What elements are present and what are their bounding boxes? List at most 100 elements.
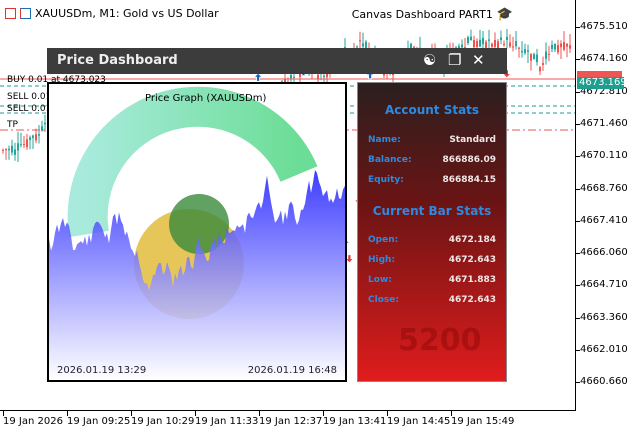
candle-body [44, 122, 46, 125]
candle-body [551, 44, 553, 50]
candle-body [23, 143, 25, 145]
candle-body [542, 63, 544, 65]
time-tick-label: 19 Jan 2026 [3, 411, 63, 427]
candle-body [557, 45, 559, 53]
candle-body [563, 42, 565, 50]
price-tick-label: 4660.660 [576, 376, 628, 388]
time-tick-label: 19 Jan 13:41 [323, 411, 387, 427]
candle-body [410, 43, 412, 50]
graph-start-time: 2026.01.19 13:29 [57, 365, 147, 376]
candle-body [545, 51, 547, 59]
candle-body [482, 37, 484, 45]
close-value: 4672.643 [448, 295, 496, 305]
time-tick-label: 19 Jan 09:25 [67, 411, 131, 427]
candle-body [32, 135, 34, 138]
candle-body [509, 42, 511, 47]
close-label: Close: [368, 295, 399, 305]
candle-body [293, 76, 295, 78]
candle-body [356, 46, 358, 48]
time-tick-label: 19 Jan 10:29 [131, 411, 195, 427]
indicator-name: Canvas Dashboard PART1 [351, 8, 493, 21]
theme-toggle-icon[interactable]: ☯ [423, 51, 437, 69]
candle-body [365, 41, 367, 50]
price-graph-area [49, 86, 345, 380]
candle-body [2, 149, 4, 151]
candle-body [530, 53, 532, 61]
candle-body [506, 36, 508, 40]
balance-label: Balance: [368, 155, 412, 165]
candle-body [5, 149, 7, 151]
candle-body [284, 78, 286, 84]
candle-body [470, 36, 472, 41]
candle-body [497, 41, 499, 49]
chart-title: XAUUSDm, M1: Gold vs US Dollar [5, 7, 219, 20]
candle-body [548, 53, 550, 55]
candle-body [536, 54, 538, 63]
high-value: 4672.643 [448, 255, 496, 265]
candle-body [41, 126, 43, 131]
candle-body [299, 73, 301, 77]
candle-body [326, 72, 328, 78]
candle-body [485, 41, 487, 49]
candle-body [527, 50, 529, 52]
candle-body [464, 47, 466, 49]
candle-body [521, 50, 523, 53]
candle-body [8, 148, 10, 151]
candle-body [359, 40, 361, 42]
account-stats-panel: 5200 Account Stats Name: Standard Balanc… [357, 82, 507, 382]
watermark: 5200 [398, 323, 482, 358]
candle-body [317, 74, 319, 80]
depth-of-market-icon[interactable] [20, 8, 31, 19]
candle-body [494, 40, 496, 47]
open-value: 4672.184 [448, 235, 496, 245]
logo-head [169, 194, 229, 254]
bid-price-marker [577, 71, 622, 77]
candle-body [479, 39, 481, 47]
candle-body [554, 43, 556, 50]
candle-body [461, 44, 463, 48]
price-tick-label: 4675.510 [576, 21, 628, 32]
price-graph-panel: Price Graph (XAUUSDm) 2026.01.19 13:29 2… [47, 82, 347, 382]
candle-body [467, 36, 469, 44]
equity-value: 866884.15 [442, 175, 496, 185]
graph-end-time: 2026.01.19 16:48 [247, 365, 337, 376]
price-tick-label: 4668.760 [576, 182, 628, 194]
candle-body [539, 67, 541, 72]
candle-body [476, 41, 478, 47]
close-icon[interactable]: ✕ [472, 51, 485, 69]
tp-level-label: TP [7, 120, 18, 130]
candle-body [29, 137, 31, 141]
maximize-icon[interactable]: ❐ [448, 51, 462, 69]
open-label: Open: [368, 235, 399, 245]
low-label: Low: [368, 275, 392, 285]
candle-body [488, 39, 490, 41]
low-value: 4671.883 [448, 275, 496, 285]
candle-body [566, 43, 568, 47]
one-click-trading-icon[interactable] [5, 8, 16, 19]
price-area [49, 170, 345, 380]
candle-body [473, 40, 475, 48]
price-tick-label: 4672.810 [576, 85, 628, 97]
indicator-title: Canvas Dashboard PART1 🎓 [352, 7, 513, 22]
price-tick-label: 4663.360 [576, 311, 628, 323]
dashboard-header[interactable]: Price Dashboard ☯ ❐ ✕ [47, 48, 507, 74]
candle-body [512, 46, 514, 48]
candle-body [515, 41, 517, 47]
name-label: Name: [368, 135, 401, 145]
symbol-title: XAUUSDm, M1: Gold vs US Dollar [35, 7, 219, 20]
balance-value: 866886.09 [442, 155, 496, 165]
candle-body [14, 149, 16, 155]
price-tick-label: 4666.060 [576, 247, 628, 259]
candle-body [503, 43, 505, 45]
price-tick-label: 4667.410 [576, 214, 628, 226]
price-tick-label: 4670.110 [576, 150, 628, 162]
candle-body [533, 54, 535, 60]
account-stats-heading: Account Stats [384, 103, 480, 117]
candle-body [413, 46, 415, 48]
price-tick-label: 4674.160 [576, 53, 628, 65]
equity-label: Equity: [368, 175, 404, 185]
name-value: Standard [449, 135, 496, 145]
price-tick-label: 4671.460 [576, 117, 628, 129]
candle-body [323, 75, 325, 78]
bar-stats-heading: Current Bar Stats [372, 204, 492, 218]
